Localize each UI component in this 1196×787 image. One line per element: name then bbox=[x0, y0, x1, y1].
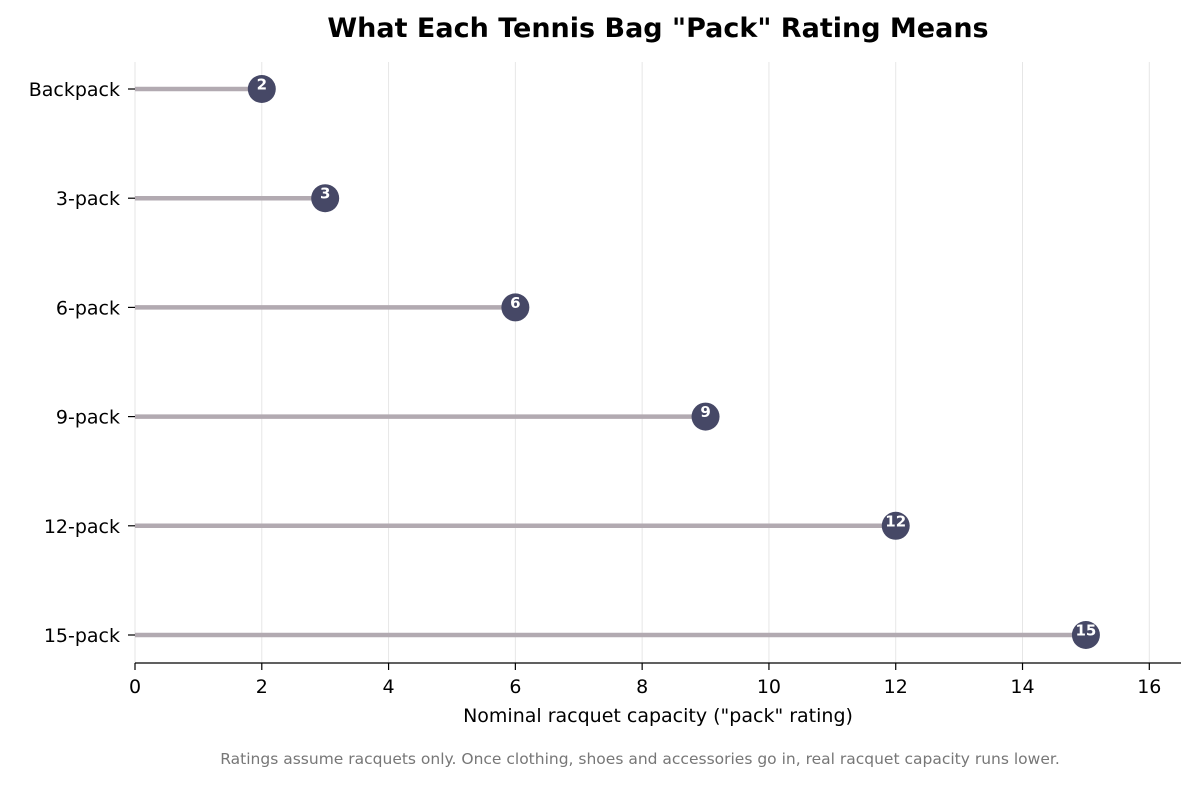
lollipop-marker bbox=[311, 184, 340, 213]
category-label: 15-pack bbox=[44, 625, 120, 647]
chart-footnote: Ratings assume racquets only. Once cloth… bbox=[220, 750, 1060, 768]
value-label: 6 bbox=[510, 294, 520, 312]
category-label: 9-pack bbox=[56, 407, 120, 429]
x-tick-label: 4 bbox=[383, 676, 395, 698]
value-label: 9 bbox=[700, 403, 710, 421]
value-label: 2 bbox=[257, 76, 267, 94]
chart-title: What Each Tennis Bag "Pack" Rating Means bbox=[327, 13, 988, 44]
tick-layer: 0 2 4 6 8 10 12 14 16 Backpack 3-pack 6-pack 9-pack 1… bbox=[29, 79, 1162, 698]
x-tick-label: 14 bbox=[1010, 676, 1034, 698]
x-tick-label: 10 bbox=[757, 676, 781, 698]
category-label: 6-pack bbox=[56, 297, 120, 319]
marker-layer: 2 3 6 9 12 15 bbox=[247, 75, 1100, 649]
x-tick-label: 6 bbox=[509, 676, 521, 698]
lollipop-marker bbox=[691, 402, 720, 431]
x-tick-label: 12 bbox=[884, 676, 908, 698]
x-tick-label: 0 bbox=[129, 676, 141, 698]
category-label: 12-pack bbox=[44, 516, 120, 538]
lollipop-marker bbox=[881, 511, 910, 540]
x-tick-label: 16 bbox=[1137, 676, 1161, 698]
value-label: 15 bbox=[1075, 622, 1096, 640]
x-tick-label: 2 bbox=[256, 676, 268, 698]
value-label: 12 bbox=[885, 512, 906, 530]
x-tick-label: 8 bbox=[636, 676, 648, 698]
value-label: 3 bbox=[320, 185, 330, 203]
lollipop-marker bbox=[1071, 621, 1100, 649]
category-label: Backpack bbox=[29, 79, 120, 101]
grid-layer bbox=[134, 62, 1150, 663]
category-label: 3-pack bbox=[56, 188, 120, 210]
lollipop-marker bbox=[247, 75, 276, 103]
x-axis-label: Nominal racquet capacity ("pack" rating) bbox=[463, 705, 853, 727]
lollipop-marker bbox=[501, 293, 530, 322]
stem-layer bbox=[135, 86, 1086, 638]
